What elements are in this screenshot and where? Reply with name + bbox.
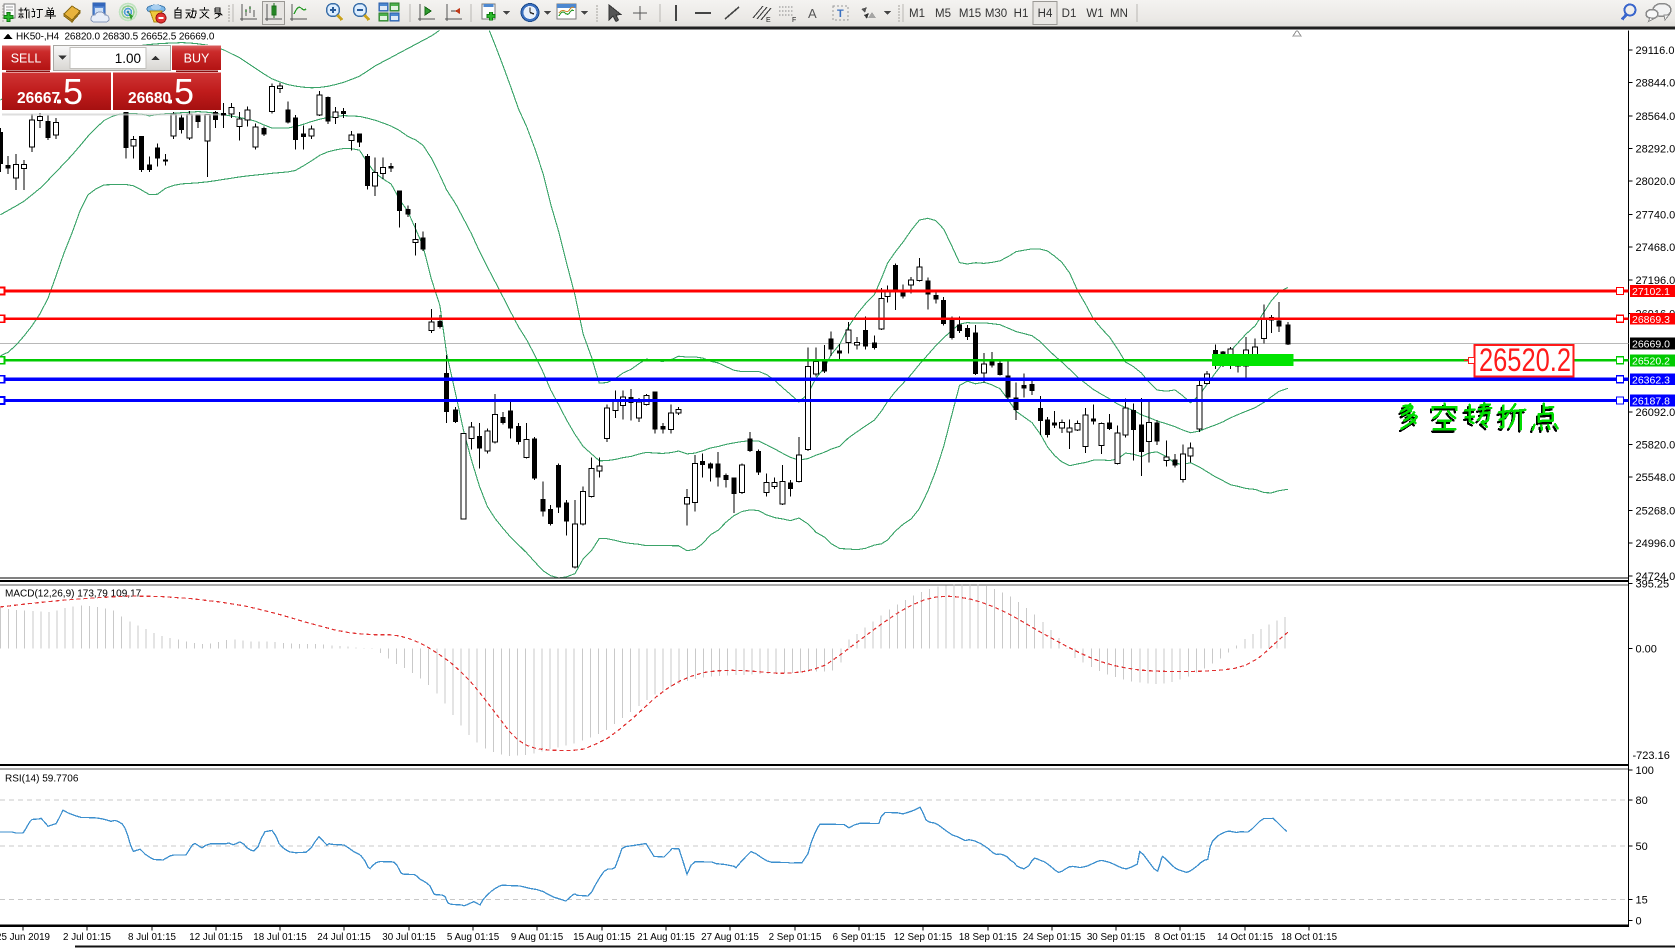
svg-text:SELL: SELL bbox=[11, 52, 42, 66]
svg-text:18 Jul 01:15: 18 Jul 01:15 bbox=[253, 932, 307, 943]
svg-text:A: A bbox=[808, 6, 817, 21]
svg-text:27102.1: 27102.1 bbox=[1632, 286, 1670, 298]
svg-text:0.00: 0.00 bbox=[1636, 644, 1657, 656]
svg-text:5: 5 bbox=[174, 71, 194, 112]
svg-text:26520.2: 26520.2 bbox=[1479, 342, 1571, 378]
svg-text:8 Oct 01:15: 8 Oct 01:15 bbox=[1155, 932, 1206, 943]
svg-text:BUY: BUY bbox=[184, 52, 210, 66]
svg-text:28844.0: 28844.0 bbox=[1636, 77, 1675, 89]
svg-text:28292.0: 28292.0 bbox=[1636, 144, 1675, 156]
svg-text:25268.0: 25268.0 bbox=[1636, 506, 1675, 518]
svg-text:15: 15 bbox=[1636, 895, 1648, 907]
svg-text:26187.8: 26187.8 bbox=[1632, 396, 1670, 408]
svg-text:F: F bbox=[792, 17, 796, 24]
svg-text:27196.0: 27196.0 bbox=[1636, 275, 1675, 287]
svg-text:24724.0: 24724.0 bbox=[1636, 571, 1675, 583]
svg-text:26520.2: 26520.2 bbox=[1632, 356, 1670, 368]
svg-text:25 Jun 2019: 25 Jun 2019 bbox=[0, 932, 50, 943]
svg-text:HK50-,H4 26820.0 26830.5 2665: HK50-,H4 26820.0 26830.5 26652.5 26669.0 bbox=[16, 32, 215, 43]
svg-text:M30: M30 bbox=[985, 8, 1007, 20]
svg-text:MN: MN bbox=[1110, 8, 1128, 20]
svg-text:27468.0: 27468.0 bbox=[1636, 242, 1675, 254]
svg-text:30 Sep 01:15: 30 Sep 01:15 bbox=[1087, 932, 1146, 943]
svg-text:28020.0: 28020.0 bbox=[1636, 176, 1675, 188]
svg-text:T: T bbox=[837, 8, 844, 20]
svg-text:26669.0: 26669.0 bbox=[1632, 339, 1670, 351]
svg-text:M1: M1 bbox=[909, 8, 925, 20]
svg-text:26667: 26667 bbox=[17, 90, 60, 107]
svg-text:18 Sep 01:15: 18 Sep 01:15 bbox=[959, 932, 1018, 943]
svg-text:9 Aug 01:15: 9 Aug 01:15 bbox=[511, 932, 564, 943]
svg-text:21 Aug 01:15: 21 Aug 01:15 bbox=[637, 932, 695, 943]
svg-text:24 Jul 01:15: 24 Jul 01:15 bbox=[317, 932, 371, 943]
svg-text:12 Sep 01:15: 12 Sep 01:15 bbox=[894, 932, 953, 943]
svg-text:28564.0: 28564.0 bbox=[1636, 111, 1675, 123]
svg-text:14 Oct 01:15: 14 Oct 01:15 bbox=[1217, 932, 1274, 943]
svg-text:25548.0: 25548.0 bbox=[1636, 472, 1675, 484]
svg-text:M5: M5 bbox=[935, 8, 951, 20]
svg-text:24 Sep 01:15: 24 Sep 01:15 bbox=[1023, 932, 1082, 943]
svg-text:18 Oct 01:15: 18 Oct 01:15 bbox=[1281, 932, 1338, 943]
svg-text:W1: W1 bbox=[1086, 8, 1103, 20]
svg-text:26362.3: 26362.3 bbox=[1632, 374, 1670, 386]
svg-text:12 Jul 01:15: 12 Jul 01:15 bbox=[189, 932, 243, 943]
svg-text:MACD(12,26,9) 173,79 109,17: MACD(12,26,9) 173,79 109,17 bbox=[5, 589, 142, 600]
svg-text:26869.3: 26869.3 bbox=[1632, 314, 1670, 326]
svg-text:27 Aug 01:15: 27 Aug 01:15 bbox=[701, 932, 759, 943]
svg-text:80: 80 bbox=[1636, 795, 1648, 807]
svg-text:27740.0: 27740.0 bbox=[1636, 210, 1675, 222]
svg-text:30 Jul 01:15: 30 Jul 01:15 bbox=[382, 932, 436, 943]
svg-text:M15: M15 bbox=[959, 8, 981, 20]
svg-text:100: 100 bbox=[1636, 765, 1654, 777]
svg-text:H4: H4 bbox=[1038, 8, 1053, 20]
svg-text:24996.0: 24996.0 bbox=[1636, 538, 1675, 550]
svg-text:50: 50 bbox=[1636, 841, 1648, 853]
svg-text:D1: D1 bbox=[1062, 8, 1077, 20]
svg-text:0: 0 bbox=[1636, 916, 1642, 928]
svg-text:1.00: 1.00 bbox=[115, 51, 141, 66]
svg-text:E: E bbox=[766, 17, 771, 24]
svg-text:395.25: 395.25 bbox=[1636, 579, 1670, 591]
svg-text:26680: 26680 bbox=[128, 90, 171, 107]
svg-text:26092.0: 26092.0 bbox=[1636, 407, 1675, 419]
svg-text:8 Jul 01:15: 8 Jul 01:15 bbox=[128, 932, 176, 943]
svg-text:RSI(14) 59.7706: RSI(14) 59.7706 bbox=[5, 774, 79, 785]
svg-text:2 Jul 01:15: 2 Jul 01:15 bbox=[63, 932, 111, 943]
svg-text:2 Sep 01:15: 2 Sep 01:15 bbox=[769, 932, 822, 943]
svg-text:H1: H1 bbox=[1014, 8, 1029, 20]
svg-text:5: 5 bbox=[63, 71, 83, 112]
svg-text:29116.0: 29116.0 bbox=[1636, 45, 1675, 57]
svg-text:5 Aug 01:15: 5 Aug 01:15 bbox=[447, 932, 500, 943]
svg-text:6 Sep 01:15: 6 Sep 01:15 bbox=[833, 932, 886, 943]
svg-text:15 Aug 01:15: 15 Aug 01:15 bbox=[573, 932, 631, 943]
svg-text:-723.16: -723.16 bbox=[1633, 750, 1670, 762]
svg-text:25820.0: 25820.0 bbox=[1636, 440, 1675, 452]
